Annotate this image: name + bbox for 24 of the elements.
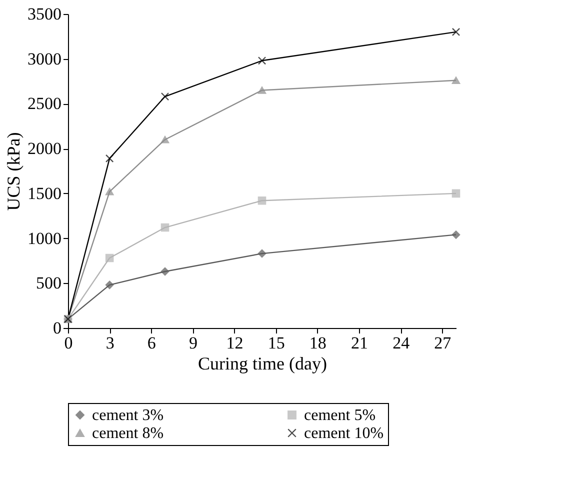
y-tick-label: 500: [36, 274, 62, 293]
y-tick-label: 1500: [28, 184, 62, 203]
x-tick-label: 18: [309, 334, 326, 352]
x-tick-label: 0: [64, 334, 73, 352]
x-tick-label: 6: [147, 334, 156, 352]
x-tick-label: 15: [268, 334, 285, 352]
x-tick-label: 24: [392, 334, 410, 352]
legend-label: cement 10%: [304, 425, 384, 442]
y-tick-label: 0: [53, 318, 62, 338]
legend-label: cement 8%: [92, 425, 164, 442]
x-tick-label: 9: [188, 334, 198, 352]
x-tick-label: 21: [351, 334, 368, 352]
legend-label: cement 3%: [92, 407, 164, 424]
y-axis-title: UCS (kPa): [4, 132, 24, 211]
x-tick-label: 27: [434, 334, 452, 352]
legend-label: cement 5%: [304, 407, 376, 424]
x-tick-label: 12: [226, 334, 244, 352]
x-axis-title: Curing time (day): [198, 354, 327, 374]
y-tick-label: 2500: [28, 94, 62, 114]
y-tick-label: 2000: [28, 139, 62, 158]
x-tick-label: 3: [106, 334, 114, 352]
y-tick-label: 1000: [28, 228, 62, 248]
y-tick-label: 3000: [28, 49, 62, 68]
y-tick-label: 3500: [28, 4, 62, 24]
